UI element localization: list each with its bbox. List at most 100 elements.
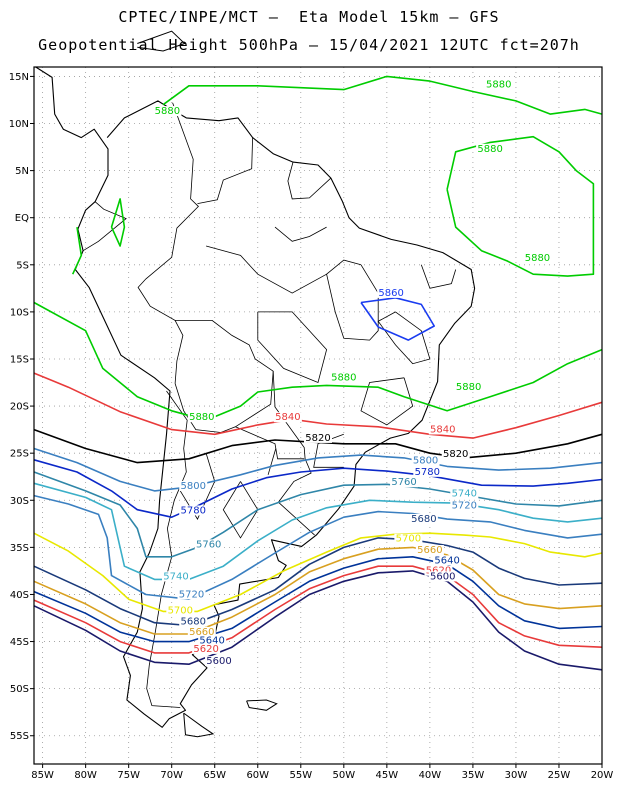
contour-5640 — [33, 556, 603, 643]
political-border — [197, 137, 253, 204]
contour-label-bg — [390, 477, 419, 488]
lon-tick-label: 80W — [74, 770, 97, 781]
contour-label-bg — [413, 466, 442, 477]
lon-tick-label: 60W — [246, 770, 269, 781]
contour-label: 5880 — [456, 382, 481, 393]
contour-5800 — [33, 447, 603, 492]
lat-tick-label: 15S — [10, 354, 29, 365]
contour-label-bg — [411, 455, 440, 466]
contour-label: 5640 — [199, 635, 224, 646]
lat-tick-label: EQ — [15, 213, 29, 224]
contour-label: 5880 — [155, 106, 180, 117]
contour-label: 5880 — [477, 144, 502, 155]
lon-tick-label: 70W — [160, 770, 183, 781]
contour-label: 5640 — [434, 555, 459, 566]
lon-tick-label: 75W — [117, 770, 140, 781]
lat-tick-label: 5N — [15, 166, 29, 177]
contour-5880-south — [33, 301, 603, 421]
contour-5660 — [33, 546, 603, 635]
political-border — [174, 320, 274, 433]
lat-tick-label: 30S — [10, 496, 29, 507]
political-border — [287, 161, 332, 200]
contour-5880-east — [446, 135, 595, 277]
political-border — [205, 245, 327, 294]
height-contours — [33, 75, 603, 671]
contour-label-bg — [194, 539, 223, 550]
graticule-grid — [34, 67, 603, 764]
contour-label-bg — [415, 545, 444, 556]
contour-label: 5880 — [189, 412, 214, 423]
south-america-coastline — [35, 66, 476, 728]
contour-label: 5840 — [275, 412, 300, 423]
contour-label-bg — [476, 143, 505, 154]
contour-label: 5620 — [426, 566, 451, 577]
contour-label: 5600 — [430, 571, 455, 582]
lat-tick-label: 35S — [10, 543, 29, 554]
contour-label: 5800 — [180, 481, 205, 492]
contour-labels: 5880 5880 5880 5880 5860 5880 5880 5880 5840 5840… — [153, 79, 552, 667]
contour-label: 5800 — [413, 456, 438, 467]
contour-label-bg — [179, 480, 208, 491]
contour-label: 5840 — [430, 424, 455, 435]
contour-5760 — [33, 471, 603, 558]
contour-5720 — [33, 494, 603, 600]
contour-label: 5820 — [443, 449, 468, 460]
lat-tick-label: 55S — [10, 731, 29, 742]
contour-label: 5680 — [411, 514, 436, 525]
lat-tick-label: 20S — [10, 402, 29, 413]
contour-label: 5720 — [179, 589, 204, 600]
hispaniola-coastline — [137, 30, 186, 52]
contour-label-bg — [377, 287, 406, 298]
contour-label: 5780 — [180, 505, 205, 516]
political-border — [360, 377, 414, 426]
contour-label-bg — [179, 616, 208, 627]
contour-label-bg — [428, 571, 457, 582]
contour-label-bg — [433, 555, 462, 566]
contour-label-bg — [428, 424, 457, 435]
contour-label: 5660 — [417, 545, 442, 556]
political-border — [235, 426, 305, 460]
contour-5780 — [33, 459, 603, 518]
contour-label: 5620 — [193, 644, 218, 655]
lat-tick-label: 10S — [10, 307, 29, 318]
tierra-del-fuego-coastline — [183, 712, 215, 738]
contour-label-bg — [205, 656, 234, 667]
contour-5840 — [33, 372, 603, 439]
lat-tick-label: 45S — [10, 637, 29, 648]
contour-label-bg — [187, 412, 216, 423]
lon-tick-label: 30W — [505, 770, 528, 781]
lat-tick-label: 10N — [9, 119, 29, 130]
contour-label-bg — [441, 448, 470, 459]
contour-label: 5760 — [391, 477, 416, 488]
political-border — [146, 390, 188, 708]
political-border — [420, 264, 457, 289]
contour-label: 5760 — [196, 539, 221, 550]
contour-5880-pacific — [71, 226, 83, 275]
contour-label-bg — [409, 513, 438, 524]
political-border — [82, 201, 127, 252]
chart-title-line2: Geopotential Height 500hPa – 15/04/2021 … — [38, 36, 580, 54]
contour-label: 5860 — [378, 288, 403, 299]
contour-label-bg — [198, 635, 227, 646]
contour-label: 5740 — [452, 489, 477, 500]
lon-tick-label: 65W — [203, 770, 226, 781]
contour-label: 5600 — [206, 656, 231, 667]
contour-5880-north — [162, 75, 603, 115]
contour-label: 5780 — [415, 467, 440, 478]
contour-label-bg — [192, 643, 221, 654]
lon-tick-label: 35W — [462, 770, 485, 781]
contour-label-bg — [424, 565, 453, 576]
longitude-axis: 85W 80W 75W 70W 65W 60W 55W 50W 45W 40W 35W 30W 25W 2… — [31, 764, 613, 781]
lat-tick-label: 25S — [10, 449, 29, 460]
contour-5620 — [33, 565, 603, 654]
contour-label-bg — [329, 372, 358, 383]
contour-5740 — [33, 482, 603, 581]
contour-label-bg — [166, 605, 195, 616]
political-border — [179, 453, 216, 520]
lon-tick-label: 40W — [419, 770, 442, 781]
lat-tick-label: 40S — [10, 590, 29, 601]
lon-tick-label: 45W — [376, 770, 399, 781]
contour-label: 5700 — [396, 534, 421, 545]
contour-label: 5880 — [331, 373, 356, 384]
contour-5680 — [33, 537, 603, 627]
